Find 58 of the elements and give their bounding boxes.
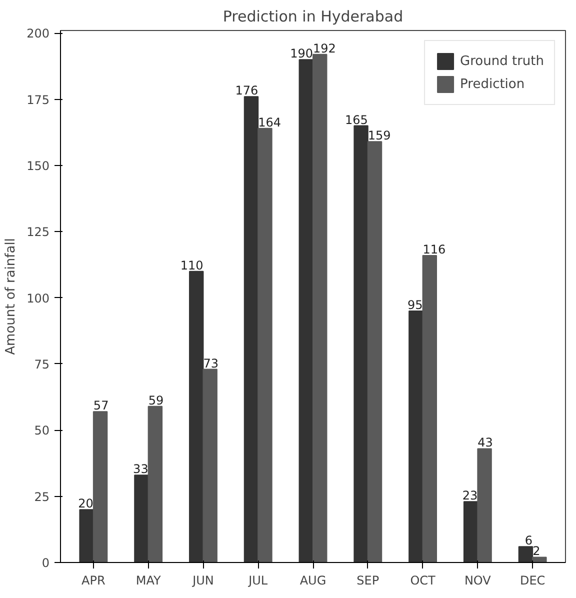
data-label: 165 — [344, 112, 368, 127]
data-label: 116 — [422, 242, 446, 256]
y-tick-label: 175 — [26, 92, 50, 107]
legend-label: Ground truth — [460, 54, 544, 68]
bar — [92, 411, 108, 562]
data-label: 6 — [524, 534, 533, 548]
x-tick-label: JUN — [192, 574, 214, 588]
x-tick-label: JUL — [248, 574, 268, 588]
bar — [422, 254, 438, 562]
x-tick-label: MAY — [136, 574, 162, 588]
data-label: 2 — [532, 544, 540, 558]
y-tick-label: 75 — [34, 357, 50, 372]
bar — [367, 141, 382, 562]
x-tick-label: AUG — [300, 574, 326, 588]
bar — [258, 128, 272, 562]
data-label: 159 — [368, 128, 391, 143]
bar — [312, 54, 328, 562]
bar — [354, 125, 368, 562]
bar — [202, 368, 218, 562]
bar — [188, 270, 204, 562]
legend-label: Prediction — [460, 76, 525, 92]
data-label: 59 — [148, 393, 164, 408]
data-label: 190 — [290, 46, 313, 61]
bar — [79, 509, 94, 562]
bar — [532, 556, 547, 562]
y-tick-label: 25 — [34, 490, 50, 504]
data-label: 20 — [78, 496, 94, 511]
y-tick-label: 150 — [26, 158, 50, 173]
data-label: 23 — [462, 488, 478, 503]
y-tick-label: 200 — [26, 26, 50, 41]
x-tick-label: APR — [82, 574, 106, 588]
data-label: 33 — [133, 462, 148, 476]
bar — [477, 448, 492, 562]
data-label: 192 — [313, 41, 336, 56]
bar — [134, 474, 149, 562]
x-tick-label: NOV — [464, 574, 492, 588]
bar — [408, 310, 424, 562]
data-label: 164 — [258, 115, 282, 130]
bar — [244, 96, 259, 562]
x-tick-label: DEC — [520, 574, 546, 588]
bar — [518, 546, 534, 562]
y-tick-label: 50 — [34, 424, 50, 438]
bar — [298, 59, 314, 562]
x-tick-label: OCT — [410, 574, 436, 588]
bar — [463, 501, 478, 562]
data-label: 57 — [93, 398, 109, 413]
chart-title: Prediction in Hyderabad — [222, 8, 404, 26]
bar — [148, 406, 163, 562]
data-label: 43 — [478, 436, 493, 450]
data-label: 95 — [408, 298, 423, 312]
y-tick-label: 125 — [26, 225, 50, 240]
y-axis-title: Amount of rainfall — [4, 238, 19, 355]
x-tick-label: SEP — [356, 574, 380, 588]
y-tick-label: 100 — [26, 291, 50, 306]
data-label: 110 — [180, 258, 204, 272]
data-label: 73 — [203, 356, 218, 370]
data-label: 176 — [235, 84, 258, 98]
y-tick-label: 0 — [42, 556, 50, 570]
